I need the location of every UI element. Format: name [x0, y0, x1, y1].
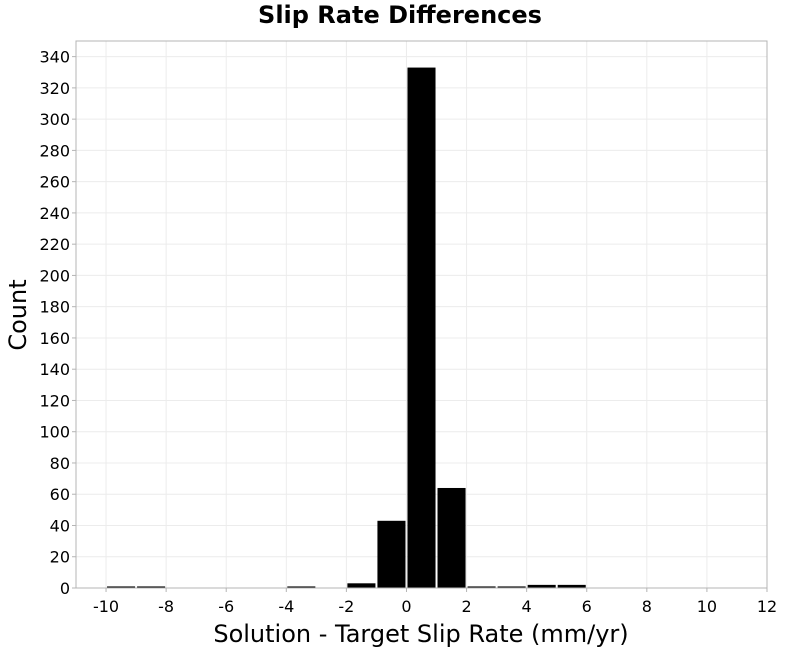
x-tick-label: -2 [338, 597, 354, 616]
histogram-bar [407, 67, 436, 588]
y-tick-label: 340 [39, 48, 70, 67]
histogram-bar [557, 584, 586, 588]
y-tick-label: 320 [39, 79, 70, 98]
y-tick-label: 100 [39, 423, 70, 442]
x-tick-label: -6 [218, 597, 234, 616]
y-tick-label: 120 [39, 391, 70, 410]
y-tick-label: 200 [39, 266, 70, 285]
histogram-bar [377, 520, 406, 588]
x-tick-label: 4 [522, 597, 532, 616]
bar-layer [107, 67, 586, 588]
x-axis-label: Solution - Target Slip Rate (mm/yr) [213, 620, 628, 648]
y-tick-label: 260 [39, 173, 70, 192]
x-tick-label: -10 [93, 597, 119, 616]
histogram-bar [437, 487, 466, 588]
y-tick-label: 280 [39, 141, 70, 160]
histogram-bar [287, 586, 316, 588]
y-tick-label: 80 [50, 454, 70, 473]
x-tick-label: -4 [278, 597, 294, 616]
y-tick-label: 140 [39, 360, 70, 379]
x-tick-label: 6 [582, 597, 592, 616]
y-tick-label: 20 [50, 548, 70, 567]
y-tick-label: 240 [39, 204, 70, 223]
histogram-bar [497, 586, 526, 588]
x-tick-label: 0 [401, 597, 411, 616]
y-tick-label: 0 [60, 579, 70, 598]
histogram-bar [347, 583, 376, 588]
y-tick-label: 160 [39, 329, 70, 348]
x-tick-label: 2 [461, 597, 471, 616]
histogram-bar [137, 586, 166, 588]
histogram-bar [527, 584, 556, 588]
x-tick-label: 10 [697, 597, 717, 616]
chart-title: Slip Rate Differences [258, 1, 542, 29]
histogram-bar [107, 586, 136, 588]
y-tick-label: 180 [39, 298, 70, 317]
y-tick-label: 300 [39, 110, 70, 129]
x-tick-label: 12 [757, 597, 777, 616]
x-tick-label: 8 [642, 597, 652, 616]
y-tick-label: 60 [50, 485, 70, 504]
y-tick-label: 220 [39, 235, 70, 254]
tick-layer: 0204060801001201401601802002202402602803… [39, 48, 777, 616]
plot-frame [75, 40, 768, 589]
y-tick-label: 40 [50, 516, 70, 535]
x-tick-label: -8 [158, 597, 174, 616]
y-axis-label: Count [4, 279, 32, 350]
histogram-bar [467, 586, 496, 588]
